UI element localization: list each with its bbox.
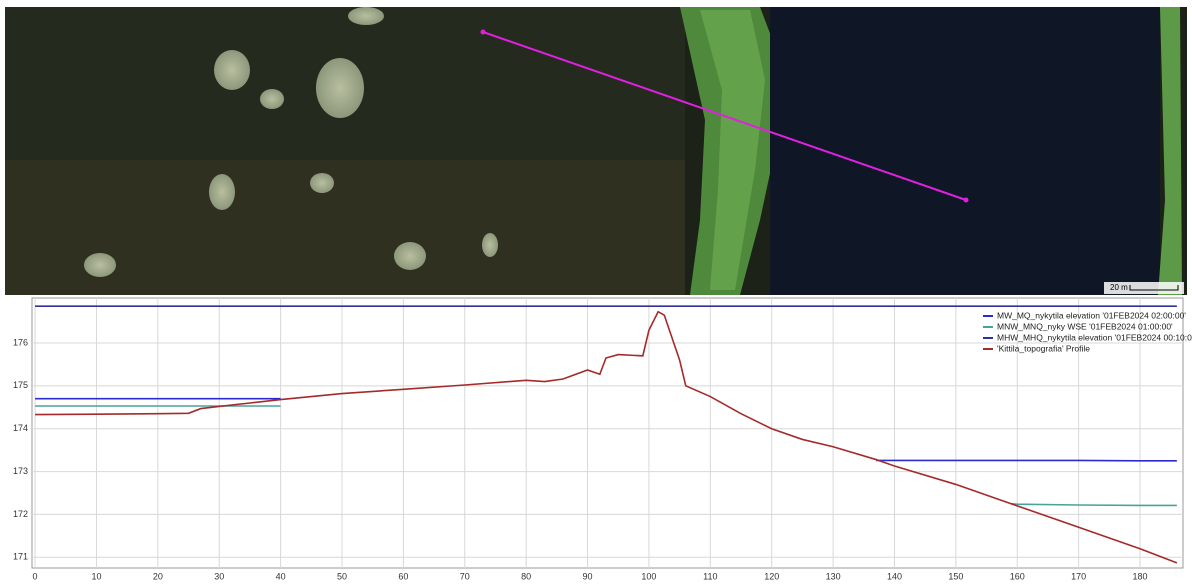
legend-label: MNW_MNQ_nyky WSE '01FEB2024 01:00:00' [997,321,1173,331]
x-tick-label: 140 [887,571,902,581]
y-tick-label: 171 [13,552,28,562]
legend-label: MHW_MHQ_nykytila elevation '01FEB2024 00… [997,332,1192,342]
legend-label: 'Kittila_topografia' Profile [997,343,1090,353]
y-tick-label: 174 [13,423,28,433]
x-tick-label: 180 [1133,571,1148,581]
page: {"map": {"scale_label": "20 m"}, "chart_… [0,0,1192,583]
x-tick-label: 70 [460,571,470,581]
y-tick-label: 173 [13,466,28,476]
x-tick-label: 40 [276,571,286,581]
y-tick-label: 172 [13,509,28,519]
x-tick-label: 10 [91,571,101,581]
x-tick-label: 160 [1010,571,1025,581]
x-tick-label: 0 [33,571,38,581]
x-tick-label: 130 [826,571,841,581]
x-tick-label: 120 [764,571,779,581]
profile-chart: 0 10 20 30 40 50 60 70 80 90 100 110 120 130 140 150 160… [13,298,1192,581]
screen: 20 m 0 10 20 30 40 50 60 70 80 90 100 110 120 130 140 1… [0,0,1192,583]
x-tick-label: 100 [641,571,656,581]
aerial-map: 20 m [5,7,1187,295]
legend-label: MW_MQ_nykytila elevation '01FEB2024 02:0… [997,310,1186,320]
scale-label: 20 m [1110,283,1128,292]
x-tick-label: 150 [948,571,963,581]
x-tick-label: 90 [583,571,593,581]
x-tick-label: 110 [703,571,717,581]
x-tick-label: 80 [521,571,531,581]
y-tick-label: 176 [13,337,28,347]
x-tick-label: 30 [214,571,224,581]
x-tick-label: 170 [1071,571,1086,581]
x-tick-label: 60 [398,571,408,581]
y-tick-label: 175 [13,380,28,390]
x-tick-label: 50 [337,571,347,581]
x-tick-label: 20 [153,571,163,581]
